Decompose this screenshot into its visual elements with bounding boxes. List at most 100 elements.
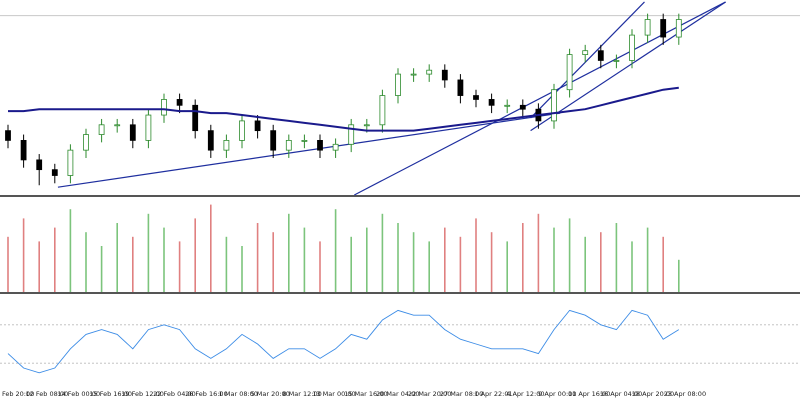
candle-body: [254, 120, 261, 132]
candle-body: [488, 99, 495, 106]
candle-body: [301, 139, 308, 142]
candle-body: [5, 130, 11, 141]
volume-bar: [537, 213, 540, 292]
x-tick-label: 8 Mar 12:00: [282, 390, 321, 398]
candle-body: [239, 120, 245, 141]
candle-body: [145, 114, 152, 141]
volume-bar: [475, 218, 477, 292]
candle-body: [551, 89, 557, 122]
panel-separator: [0, 292, 800, 294]
candle-body: [457, 79, 464, 96]
candle-body: [426, 69, 433, 75]
candle-body: [192, 104, 199, 132]
volume-bar: [428, 241, 430, 292]
volume-bar: [7, 236, 9, 292]
x-tick-label: 1 Mar 08:00: [219, 390, 258, 398]
volume-bar: [241, 246, 243, 292]
x-tick-label: 1 Apr 22:01: [474, 390, 512, 398]
x-tick-label: 12 Feb 08:00: [26, 390, 69, 398]
volume-bar: [210, 204, 212, 292]
candle-body: [114, 124, 121, 127]
candle-body: [161, 99, 167, 116]
candle-body: [270, 130, 277, 151]
volume-bar: [38, 241, 40, 292]
volume-bar: [553, 227, 555, 292]
candle-body: [566, 54, 573, 91]
volume-bar: [444, 227, 446, 292]
candle-body: [317, 139, 323, 151]
x-tick-label: 15 Mar 16:00: [344, 390, 387, 398]
x-tick-label: 11 Apr 16:00: [568, 390, 610, 398]
candle-body: [67, 149, 74, 176]
volume-bar: [132, 236, 134, 292]
x-tick-label: 7 Feb 20:00: [0, 390, 34, 398]
candle-body: [597, 50, 604, 61]
volume-bar: [412, 232, 415, 292]
trendline: [57, 112, 561, 188]
candle-body: [504, 104, 511, 107]
volume-bar: [397, 223, 399, 292]
volume-bar: [85, 232, 87, 292]
volume-bar: [568, 218, 571, 292]
candle-body: [51, 169, 58, 176]
x-tick-label: 9 Apr 00:00: [538, 390, 576, 398]
volume-bar: [381, 213, 384, 292]
moving-average: [8, 86, 679, 132]
candle-body: [379, 95, 386, 126]
volume-bar: [288, 213, 290, 292]
volume-bar: [100, 246, 103, 292]
volume-bar: [178, 241, 181, 292]
volume-bar: [522, 223, 524, 292]
volume-bar: [147, 213, 150, 292]
volume-bar: [22, 218, 25, 292]
candle-body: [582, 50, 589, 56]
panel-separator: [0, 195, 800, 197]
volume-bar: [490, 232, 493, 292]
volume-bar: [366, 227, 368, 292]
volume-bar: [225, 236, 228, 292]
volume-bar: [69, 209, 72, 292]
x-tick-label: 20 Mar 04:00: [376, 390, 419, 398]
volume-bar: [631, 241, 633, 292]
volume-bar: [194, 218, 196, 292]
candle-body: [332, 143, 339, 151]
volume-bar: [662, 236, 664, 292]
x-tick-label: 26 Feb 16:00: [185, 390, 228, 398]
candle-body: [660, 19, 667, 38]
candle-body: [348, 124, 355, 145]
trendline: [530, 1, 726, 132]
volume-bar: [350, 236, 352, 292]
candle-body: [395, 73, 401, 96]
volume-bar: [163, 227, 165, 292]
x-tick-label: 18 Apr 20:00: [632, 390, 674, 398]
volume-bar: [116, 223, 118, 292]
candle-body: [98, 124, 105, 135]
volume-bar: [600, 232, 602, 292]
candle-body: [36, 159, 43, 171]
candle-body: [473, 95, 479, 100]
volume-bar: [334, 209, 337, 292]
candle-body: [176, 99, 183, 106]
trendline: [530, 1, 645, 119]
x-tick-label: 5 Mar 20:00: [251, 390, 290, 398]
volume-bar: [272, 232, 274, 292]
x-tick-label: 19 Feb 12:00: [121, 390, 164, 398]
candle-body: [285, 139, 292, 151]
volume-bar: [303, 227, 306, 292]
candle-body: [20, 139, 27, 161]
x-tick-label: 4 Apr 12:00: [506, 390, 544, 398]
volume-bar: [646, 227, 649, 292]
volume-bar: [459, 236, 462, 292]
x-tick-label: 22 Mar 20:00: [408, 390, 451, 398]
x-tick-label: 27 Mar 08:00: [440, 390, 483, 398]
volume-bar: [506, 241, 508, 292]
x-tick-label: 15 Feb 16:00: [89, 390, 132, 398]
candle-body: [363, 124, 370, 127]
candle-body: [629, 34, 635, 61]
candle-body: [129, 124, 136, 141]
x-tick-label: 14 Feb 00:00: [57, 390, 100, 398]
candle-body: [410, 73, 417, 76]
candle-body: [675, 19, 682, 38]
volume-bar: [584, 236, 586, 292]
